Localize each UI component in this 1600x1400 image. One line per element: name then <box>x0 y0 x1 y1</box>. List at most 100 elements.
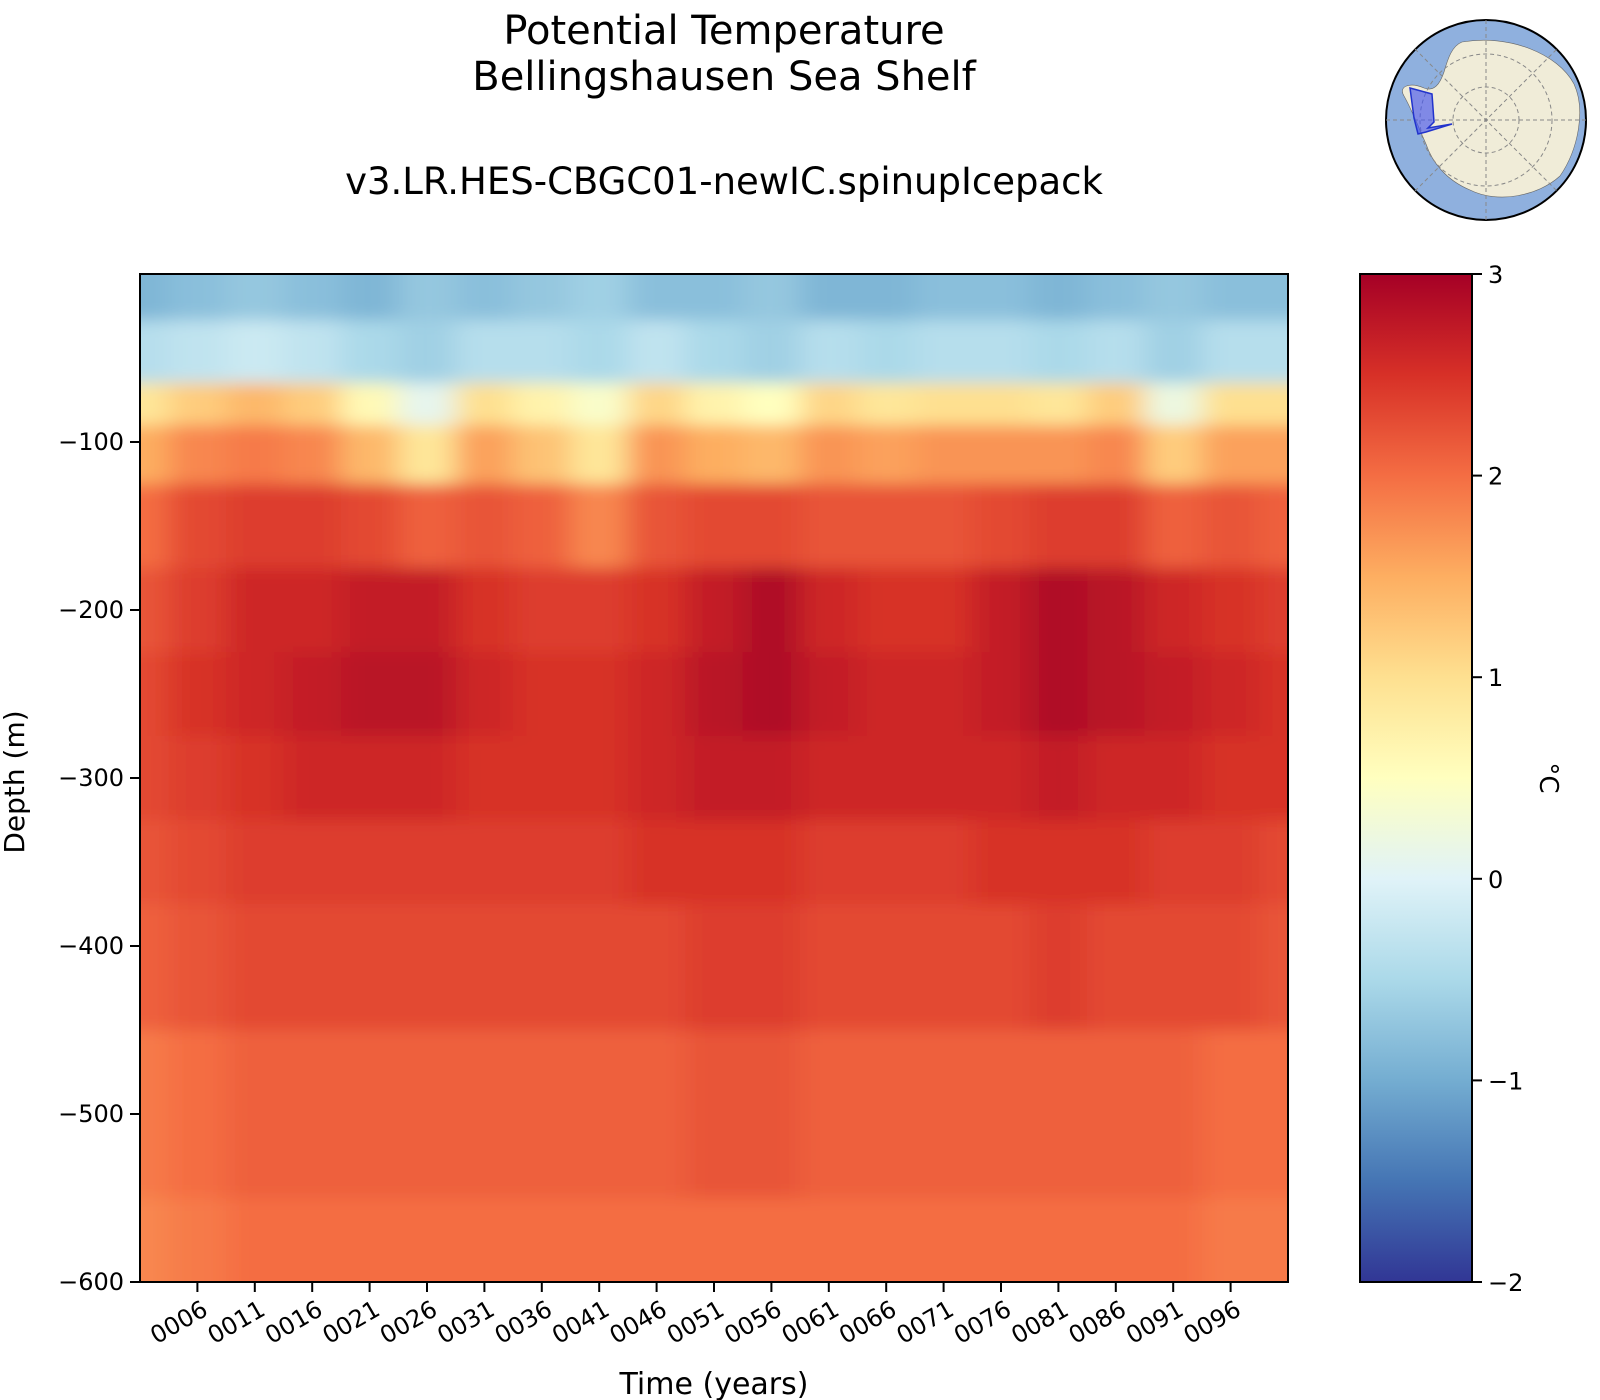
heatmap-cell <box>800 484 859 569</box>
heatmap-cell <box>570 904 629 1031</box>
heatmap-cell <box>857 1198 916 1282</box>
heatmap-cell <box>1201 904 1261 1031</box>
y-tick-label: −200 <box>58 596 124 624</box>
colorbar-axis: 3 2 1 0 −1 −2 <box>1472 261 1523 1297</box>
heatmap-cell <box>1087 820 1146 905</box>
heatmap-cell <box>972 652 1031 737</box>
heatmap-cell <box>800 425 859 485</box>
heatmap-cell <box>283 383 342 427</box>
heatmap-cell <box>168 320 228 385</box>
colorbar <box>1359 273 1473 1283</box>
heatmap-cell <box>398 274 457 322</box>
heatmap-cell <box>283 1198 342 1282</box>
heatmap-cell <box>570 320 629 385</box>
heatmap-cell <box>1029 1030 1089 1199</box>
heatmap-cell <box>1087 484 1146 569</box>
colorbar-tick-label: 1 <box>1488 664 1503 692</box>
heatmap-cell <box>226 320 285 385</box>
heatmap-cell <box>1087 568 1146 653</box>
heatmap-cell <box>283 484 342 569</box>
colorbar-tick-label: −2 <box>1488 1269 1523 1297</box>
heatmap-cell <box>140 320 170 385</box>
heatmap-cell <box>226 484 285 569</box>
heatmap-cell <box>226 568 285 653</box>
chart-subtitle: Bellingshausen Sea Shelf <box>472 54 976 100</box>
heatmap-cell <box>914 1030 974 1199</box>
heatmap-cell <box>1029 904 1089 1031</box>
heatmap-cell <box>168 1198 228 1282</box>
x-tick-label: 0026 <box>375 1295 442 1350</box>
heatmap-cell <box>1259 736 1288 821</box>
heatmap-cell <box>914 484 974 569</box>
heatmap-cell <box>513 425 572 485</box>
heatmap-cell <box>140 484 170 569</box>
y-tick-label: −600 <box>58 1268 124 1296</box>
heatmap-cell <box>140 1198 170 1282</box>
colorbar-label: °C <box>1533 762 1563 793</box>
heatmap-cell <box>455 652 515 737</box>
heatmap-cell <box>627 274 687 322</box>
heatmap-cell <box>140 736 170 821</box>
heatmap-cell <box>513 383 572 427</box>
heatmap-cell <box>283 425 342 485</box>
heatmap-cell <box>914 1198 974 1282</box>
heatmap-cell <box>398 820 457 905</box>
heatmap-cell <box>857 320 916 385</box>
heatmap-cell <box>1144 425 1203 485</box>
heatmap-cell <box>340 484 400 569</box>
x-tick-label: 0081 <box>1007 1295 1074 1350</box>
heatmap-cell <box>398 425 457 485</box>
x-tick-label: 0061 <box>777 1295 844 1350</box>
heatmap-cell <box>857 425 916 485</box>
heatmap-cell <box>140 425 170 485</box>
x-tick-label: 0056 <box>720 1295 787 1350</box>
heatmap-cell <box>800 383 859 427</box>
heatmap-cell <box>1259 484 1288 569</box>
heatmap-cell <box>570 1198 629 1282</box>
heatmap-cell <box>226 904 285 1031</box>
heatmap-cell <box>168 736 228 821</box>
heatmap-cell <box>742 320 802 385</box>
heatmap-cell <box>742 568 802 653</box>
heatmap-cell <box>685 274 744 322</box>
heatmap-cell <box>513 1030 572 1199</box>
heatmap-cell <box>455 425 515 485</box>
heatmap-cell <box>914 320 974 385</box>
heatmap-cell <box>455 484 515 569</box>
heatmap-cell <box>857 904 916 1031</box>
antarctica-inset-map <box>1385 19 1587 221</box>
heatmap-cell <box>168 425 228 485</box>
x-tick-label: 0021 <box>318 1295 385 1350</box>
heatmap-cell <box>972 736 1031 821</box>
heatmap-cell <box>742 425 802 485</box>
y-axis-label: Depth (m) <box>0 710 31 853</box>
heatmap-cell <box>627 1030 687 1199</box>
heatmap-cell <box>340 904 400 1031</box>
heatmap-cell <box>455 1198 515 1282</box>
heatmap-cell <box>283 904 342 1031</box>
heatmap-cell <box>627 1198 687 1282</box>
heatmap-cell <box>1087 425 1146 485</box>
heatmap-cell <box>226 820 285 905</box>
heatmap-cell <box>972 904 1031 1031</box>
heatmap-cell <box>627 652 687 737</box>
heatmap-cell <box>972 425 1031 485</box>
heatmap-cell <box>168 383 228 427</box>
heatmap-cell <box>800 904 859 1031</box>
heatmap-cell <box>1144 652 1203 737</box>
heatmap-cell <box>1201 820 1261 905</box>
heatmap-cell <box>685 568 744 653</box>
heatmap-cell <box>570 1030 629 1199</box>
heatmap-cell <box>1029 820 1089 905</box>
heatmap-cell <box>1259 820 1288 905</box>
heatmap-cell <box>627 320 687 385</box>
x-tick-label: 0041 <box>547 1295 614 1350</box>
heatmap-cell <box>1029 484 1089 569</box>
run-name: v3.LR.HES-CBGC01-newIC.spinupIcepack <box>345 160 1103 203</box>
heatmap-cell <box>685 736 744 821</box>
heatmap-cell <box>1259 383 1288 427</box>
colorbar-tick-label: −1 <box>1488 1067 1523 1095</box>
heatmap-cell <box>455 568 515 653</box>
heatmap-cell <box>1201 425 1261 485</box>
x-tick-label: 0036 <box>490 1295 557 1350</box>
